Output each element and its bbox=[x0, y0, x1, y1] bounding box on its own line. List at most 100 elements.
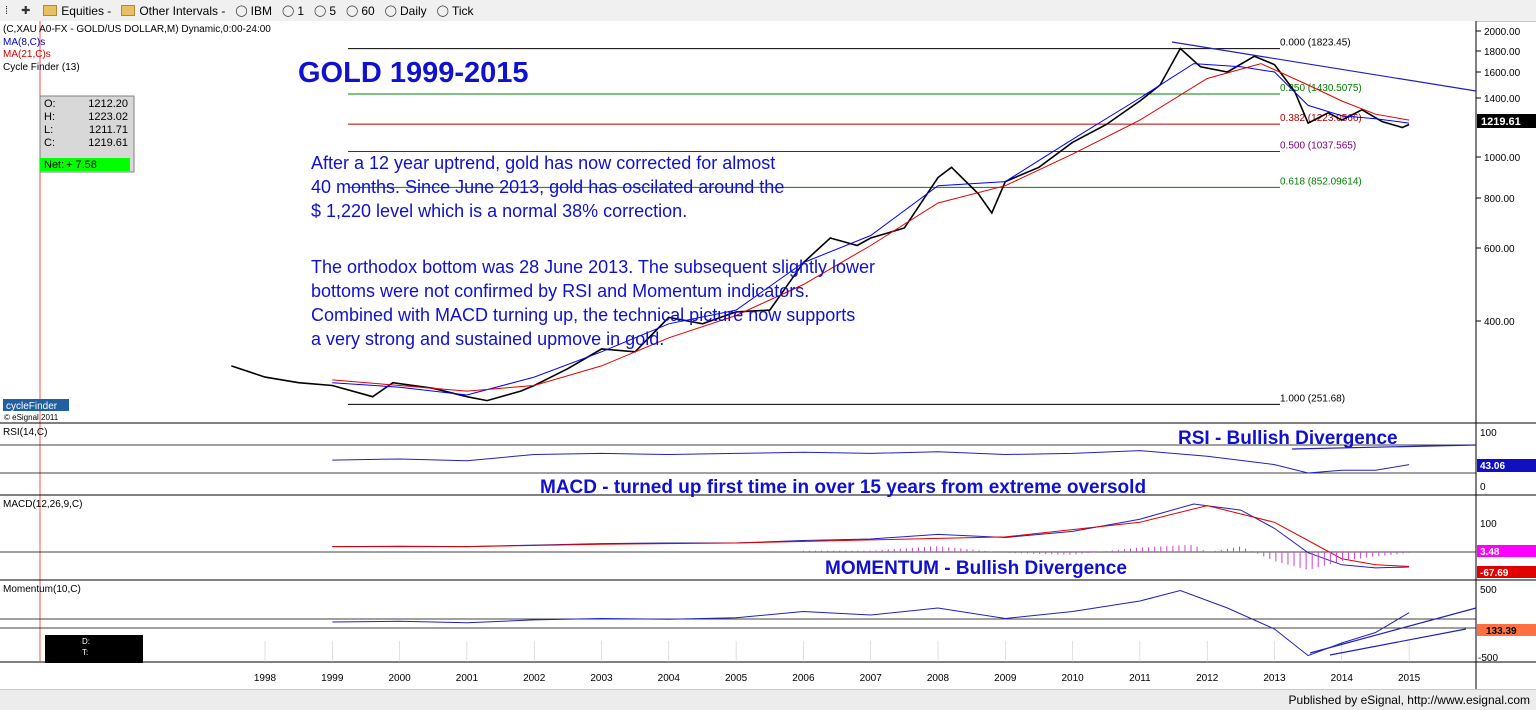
rsi-line bbox=[332, 450, 1410, 474]
momentum-trend-line-upper bbox=[1309, 607, 1477, 654]
toolbar-item-label: 60 bbox=[361, 3, 375, 18]
circle-icon: ◯ bbox=[314, 5, 327, 17]
macd-value1: 3.48 bbox=[1480, 547, 1500, 558]
chart: 0.000 (1823.45) 0.250 (1430.5075) 0.382 (1… bbox=[0, 21, 1536, 689]
toolbar-item[interactable]: Equities - bbox=[38, 1, 116, 20]
annotation-line: $ 1,220 level which is a normal 38% corr… bbox=[311, 201, 687, 221]
year-tick-label: 2000 bbox=[388, 673, 411, 684]
year-tick-label: 2009 bbox=[994, 673, 1017, 684]
toolbar-item-label: 5 bbox=[329, 3, 336, 18]
last-price-box bbox=[1477, 114, 1536, 128]
cyclefinder-copyright: © eSignal 2011 bbox=[4, 413, 59, 422]
macd-tick-100: 100 bbox=[1480, 519, 1497, 530]
macd-value2: -67.69 bbox=[1480, 568, 1509, 579]
price-tick-label: 1000.00 bbox=[1484, 153, 1521, 164]
price-series bbox=[231, 47, 1410, 402]
fib-level-label: 0.000 (1823.45) bbox=[1280, 38, 1351, 49]
toolbar-item[interactable]: Other Intervals - bbox=[116, 1, 230, 20]
year-tick-label: 2013 bbox=[1263, 673, 1286, 684]
toolbar-item-label: IBM bbox=[250, 3, 272, 18]
price-axis: 2000.00 1800.00 1600.00 1400.00 1000.00 800.0… bbox=[1476, 27, 1521, 328]
price-tick-label: 1600.00 bbox=[1484, 68, 1521, 79]
momentum-d-label: D: bbox=[82, 637, 90, 646]
fib-level-label: 0.618 (852.09614) bbox=[1280, 176, 1362, 187]
momentum-pane-label: Momentum(10,C) bbox=[3, 584, 81, 595]
circle-icon: ◯ bbox=[282, 5, 295, 17]
rsi-trend-line bbox=[1291, 444, 1477, 450]
indicator-series bbox=[332, 450, 1410, 657]
momentum-annotation: MOMENTUM - Bullish Divergence bbox=[825, 558, 1127, 579]
toolbar-item[interactable]: ⁞ bbox=[0, 1, 16, 20]
macd-annotation: MACD - turned up first time in over 15 y… bbox=[540, 477, 1146, 498]
ohlc-net-label: Net: bbox=[44, 159, 64, 171]
toolbar-item[interactable]: ◯ Daily bbox=[380, 1, 432, 20]
year-tick-label: 2012 bbox=[1196, 673, 1219, 684]
ohlc-o-value: 1212.20 bbox=[88, 98, 128, 110]
year-tick-label: 2006 bbox=[792, 673, 815, 684]
rsi-value-box bbox=[1477, 459, 1536, 472]
circle-icon: ◯ bbox=[384, 5, 397, 17]
fib-level-label: 0.250 (1430.5075) bbox=[1280, 83, 1362, 94]
series-line-2 bbox=[332, 63, 1410, 392]
toolbar-item[interactable]: ◯ Tick bbox=[432, 1, 479, 20]
folder-icon bbox=[43, 5, 58, 16]
ohlc-l-label: L: bbox=[44, 124, 53, 136]
cyclefinder-badge-text: cycleFinder bbox=[6, 401, 58, 412]
annotation-line: 40 months. Since June 2013, gold has osc… bbox=[311, 177, 784, 197]
rsi-tick-0: 0 bbox=[1480, 482, 1486, 493]
price-tick-label: 600.00 bbox=[1484, 244, 1515, 255]
annotation-paragraph-2: The orthodox bottom was 28 June 2013. Th… bbox=[311, 257, 875, 349]
series-line-0 bbox=[231, 47, 1410, 402]
toolbar-item-label: Equities - bbox=[61, 3, 112, 18]
year-tick-label: 2015 bbox=[1398, 673, 1421, 684]
ohlc-net-value: + 7.58 bbox=[66, 159, 97, 171]
price-tick-label: 800.00 bbox=[1484, 194, 1515, 205]
ohlc-h-label: H: bbox=[44, 111, 55, 123]
plus-icon: ✚ bbox=[21, 5, 31, 17]
year-tick-label: 2008 bbox=[927, 673, 950, 684]
toolbar-item[interactable]: ◯ IBM bbox=[230, 1, 277, 20]
momentum-value: 133.39 bbox=[1486, 626, 1517, 637]
rsi-value: 43.06 bbox=[1480, 461, 1505, 472]
ohlc-c-label: C: bbox=[44, 137, 55, 149]
toolbar-item[interactable]: ◯ 60 bbox=[341, 1, 380, 20]
annotation-line: Combined with MACD turning up, the techn… bbox=[311, 305, 855, 325]
annotation-line: The orthodox bottom was 28 June 2013. Th… bbox=[311, 257, 875, 277]
series-line-1 bbox=[332, 63, 1410, 396]
annotation-paragraph-1: After a 12 year uptrend, gold has now co… bbox=[311, 153, 784, 221]
folder-icon bbox=[121, 5, 136, 16]
rsi-tick-100: 100 bbox=[1480, 428, 1497, 439]
price-tick-label: 2000.00 bbox=[1484, 27, 1521, 38]
price-tick-label: 1400.00 bbox=[1484, 94, 1521, 105]
macd-signal-line bbox=[332, 505, 1410, 567]
fib-levels: 0.000 (1823.45) 0.250 (1430.5075) 0.382 (1… bbox=[348, 38, 1362, 405]
toolbar-item[interactable]: ◯ 1 bbox=[277, 1, 309, 20]
toolbar-item-label: Other Intervals - bbox=[139, 3, 226, 18]
year-tick-label: 2010 bbox=[1061, 673, 1084, 684]
toolbar-item[interactable]: ◯ 5 bbox=[309, 1, 341, 20]
annotation-line: a very strong and sustained upmove in go… bbox=[311, 329, 664, 349]
ohlc-l-value: 1211.71 bbox=[89, 124, 128, 136]
ohlc-h-value: 1223.02 bbox=[88, 111, 128, 123]
published-by: Published by eSignal, http://www.esignal… bbox=[1288, 693, 1530, 707]
toolbar-item-label: Daily bbox=[399, 3, 427, 18]
year-tick-label: 2014 bbox=[1331, 673, 1354, 684]
year-tick-label: 2007 bbox=[860, 673, 883, 684]
year-axis: 1998 1999 2000 2001 2002 2003 2004 2005 2006 2007… bbox=[254, 673, 1421, 684]
ohlc-c-value: 1219.61 bbox=[88, 137, 128, 149]
year-tick-label: 2004 bbox=[658, 673, 681, 684]
grip-icon: ⁞ bbox=[5, 4, 9, 17]
symbol-line: (C,XAU A0-FX - GOLD/US DOLLAR,M) Dynamic… bbox=[3, 24, 271, 35]
circle-icon: ◯ bbox=[235, 5, 248, 17]
footer-bar: Published by eSignal, http://www.esignal… bbox=[0, 689, 1536, 710]
year-tick-label: 1998 bbox=[254, 673, 277, 684]
toolbar-item-label: Tick bbox=[451, 3, 474, 18]
cycle-finder-label: Cycle Finder (13) bbox=[3, 62, 80, 73]
toolbar-item[interactable]: ✚ bbox=[16, 1, 38, 20]
momentum-value-box bbox=[1477, 624, 1536, 636]
rsi-annotation: RSI - Bullish Divergence bbox=[1178, 428, 1398, 449]
last-price-value: 1219.61 bbox=[1481, 116, 1521, 128]
circle-icon: ◯ bbox=[346, 5, 359, 17]
momentum-data-box bbox=[45, 635, 143, 663]
year-tick-label: 2002 bbox=[523, 673, 546, 684]
